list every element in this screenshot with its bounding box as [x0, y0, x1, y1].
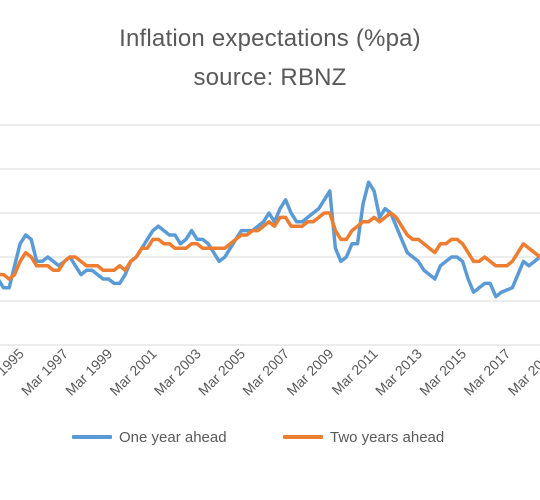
x-tick-label: Mar 2007: [239, 345, 292, 398]
series-line-two-years-ahead: [0, 211, 540, 281]
x-tick-label: Mar 2003: [151, 345, 204, 398]
x-tick-label: Mar 2013: [372, 345, 425, 398]
chart-subtitle: source: RBNZ: [193, 64, 347, 91]
x-tick-label: Mar 2009: [283, 345, 336, 398]
x-tick-label: Mar 1997: [18, 345, 71, 398]
chart-title: Inflation expectations (%pa): [119, 25, 421, 52]
gridlines: [0, 124, 540, 346]
legend-swatch-one-year-ahead: [72, 435, 112, 439]
legend-label-two-years-ahead: Two years ahead: [330, 428, 445, 446]
legend-item-one-year-ahead: One year ahead: [72, 427, 227, 447]
legend-swatch-two-years-ahead: [283, 435, 323, 439]
legend-label-one-year-ahead: One year ahead: [119, 428, 227, 446]
legend-item-two-years-ahead: Two years ahead: [283, 427, 444, 447]
x-tick-label: Mar 2001: [106, 345, 159, 398]
series-layer: [0, 180, 540, 299]
x-tick-label: Mar 2005: [195, 345, 248, 398]
series-line-one-year-ahead: [0, 180, 540, 299]
x-tick-label: Mar 2017: [460, 345, 513, 398]
x-tick-label: Mar 2011: [328, 345, 381, 398]
x-tick-label: Mar 1999: [62, 345, 115, 398]
x-tick-label: Mar 2015: [416, 345, 469, 398]
